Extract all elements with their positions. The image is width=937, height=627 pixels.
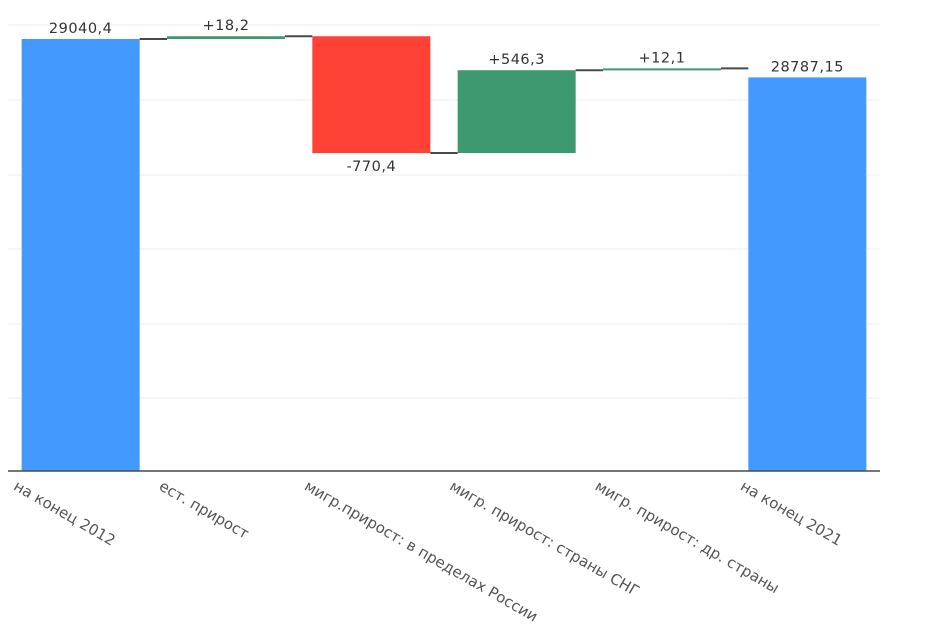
value-label-3: -770,4 [346,159,396,175]
bar-3 [312,36,431,154]
category-label-6: на конец 2021 [737,477,845,550]
value-label-1: 29040,4 [49,21,112,37]
bars [21,36,867,471]
category-label-3: мигр.прирост: в пределах России [301,477,541,626]
bar-5 [603,68,721,71]
bar-1 [21,39,140,471]
bar-4 [457,70,576,154]
bar-2 [167,36,285,39]
gridlines [8,24,880,399]
value-labels: 29040,4 +18,2 -770,4 +546,3 +12,1 28787,15 [49,18,844,175]
bar-6 [748,77,867,471]
value-label-4: +546,3 [488,52,545,68]
category-label-1: на конец 2012 [11,477,119,550]
category-labels: на конец 2012 ест. прирост мигр.прирост: в… [11,477,846,626]
value-label-6: 28787,15 [771,59,844,75]
connectors [139,35,749,155]
category-label-2: ест. прирост [156,477,252,543]
value-label-5: +12,1 [639,50,686,66]
value-label-2: +18,2 [203,18,250,34]
